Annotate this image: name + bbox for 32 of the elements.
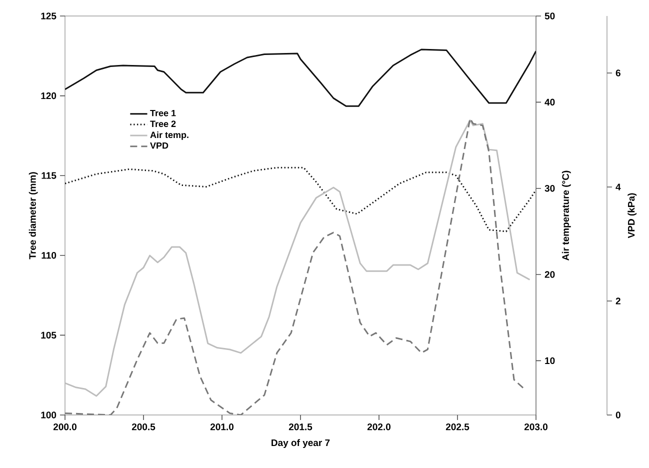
y2-tick-label: 30 (544, 184, 555, 192)
y2-tick-label: 10 (545, 357, 555, 364)
x-axis-title: Day of year 7 (272, 439, 330, 448)
y2-tick-label: 20 (544, 271, 555, 278)
y-axis-title: Tree diameter (mm) (28, 172, 38, 260)
x-tick-label: 200.0 (53, 424, 76, 430)
x-tick-label: 203.0 (524, 424, 548, 430)
y-tick-label: 115 (42, 172, 56, 179)
y-tick-label: 120 (41, 92, 56, 100)
y2-tick-label: 40 (544, 98, 555, 106)
x-tick-label: 201.5 (288, 424, 312, 430)
x-tick-label: 200.5 (132, 424, 156, 430)
line-series (65, 48, 536, 107)
y2-tick-label: 50 (544, 12, 555, 20)
x-tick-label: 202.0 (367, 424, 390, 430)
y-tick-label: 105 (41, 332, 56, 339)
x-tick-label: 201.0 (210, 424, 234, 430)
y3-axis-title: VPD (kPa) (628, 193, 637, 238)
y2-axis-title: Air temperature (°C) (562, 170, 571, 260)
legend-label: Air temp. (150, 131, 188, 140)
y3-tick-label: 2 (616, 298, 620, 304)
legend-label: VPD (150, 142, 168, 149)
y3-tick-label: 4 (616, 184, 621, 190)
y-tick-label: 125 (41, 12, 56, 20)
y3-tick-label: 0 (616, 412, 620, 418)
y-tick-label: 110 (42, 252, 56, 259)
line-series (65, 166, 536, 232)
y-tick-label: 100 (41, 412, 56, 418)
y3-tick-label: 6 (616, 70, 620, 76)
legend-label: Tree 2 (150, 120, 176, 128)
legend-label: Tree 1 (150, 110, 176, 116)
x-tick-label: 202.5 (446, 424, 470, 430)
